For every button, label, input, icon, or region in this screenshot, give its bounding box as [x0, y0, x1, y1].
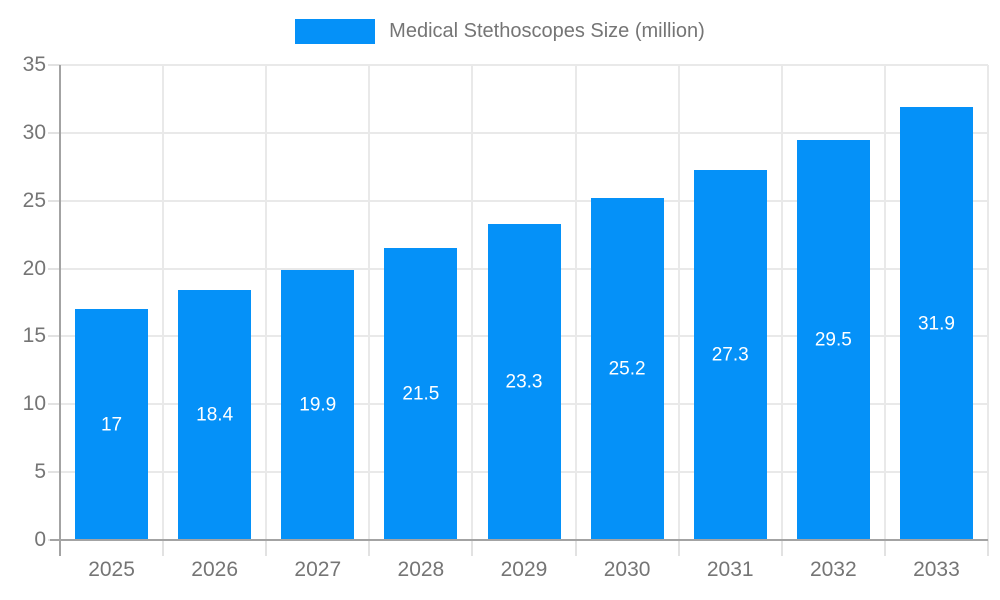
x-tick-label: 2029 [500, 558, 548, 581]
bar[interactable]: 17 [75, 309, 149, 540]
y-tick-label: 5 [34, 460, 46, 484]
x-tick-label: 2026 [191, 558, 239, 581]
x-tick-label: 2028 [397, 558, 445, 581]
gridline-vertical [883, 65, 886, 540]
bar-value-label: 18.4 [196, 404, 234, 426]
y-tick-label: 20 [22, 256, 46, 280]
bar-value-label: 27.3 [711, 344, 749, 366]
gridline-vertical [677, 65, 680, 540]
x-axis-tick [987, 540, 989, 556]
bar[interactable]: 23.3 [487, 223, 561, 540]
x-axis-tick [780, 540, 783, 556]
bar[interactable]: 18.4 [178, 290, 252, 540]
bar-value-label: 25.2 [608, 358, 646, 380]
bar[interactable]: 25.2 [590, 198, 664, 540]
bar-value-label: 21.5 [402, 383, 440, 405]
bar[interactable]: 21.5 [384, 248, 458, 540]
x-axis-tick [883, 540, 886, 556]
y-axis-line [59, 65, 61, 556]
bar-value-label: 23.3 [505, 371, 543, 393]
y-tick-label: 25 [22, 188, 46, 212]
legend-label: Medical Stethoscopes Size (million) [389, 19, 705, 42]
gridline-horizontal [60, 64, 988, 66]
bar-value-label: 31.9 [917, 313, 955, 335]
bar[interactable]: 19.9 [281, 269, 355, 540]
x-axis-tick [574, 540, 577, 556]
gridline-vertical [574, 65, 577, 540]
plot-area: 17 18.4 19.9 21.5 23.3 25.2 27.3 29.5 31.9 [48, 64, 989, 556]
y-tick-label: 15 [22, 324, 46, 348]
x-axis-tick [368, 540, 371, 556]
gridline-vertical [265, 65, 268, 540]
bar[interactable]: 29.5 [796, 139, 870, 540]
x-axis-tick [265, 540, 268, 556]
x-axis-tick [677, 540, 680, 556]
bar[interactable]: 27.3 [693, 169, 767, 540]
bar[interactable]: 31.9 [899, 107, 973, 540]
gridline-horizontal [60, 131, 988, 134]
legend-swatch [295, 18, 376, 44]
x-tick-label: 2025 [88, 558, 135, 581]
gridline-vertical [987, 65, 989, 540]
bar-value-label: 17 [100, 414, 123, 436]
x-axis-labels: 2025 2026 2027 2028 2029 2030 2031 2032 2033 [60, 558, 988, 588]
x-tick-label: 2031 [706, 558, 754, 581]
bar-value-label: 19.9 [299, 394, 337, 416]
legend[interactable]: Medical Stethoscopes Size (million) [0, 16, 1000, 46]
x-axis-line [50, 539, 988, 541]
y-tick-label: 30 [22, 120, 46, 144]
x-tick-label: 2027 [294, 558, 342, 581]
bar-value-label: 29.5 [814, 329, 852, 351]
gridline-vertical [162, 65, 165, 540]
y-tick-label: 10 [22, 392, 46, 416]
x-tick-label: 2033 [913, 558, 960, 581]
x-tick-label: 2030 [603, 558, 651, 581]
y-tick-label: 35 [22, 53, 46, 76]
y-axis-labels: 0 5 10 15 20 25 30 35 [0, 53, 46, 551]
gridline-vertical [471, 65, 474, 540]
x-axis-tick [162, 540, 165, 556]
gridline-vertical [780, 65, 783, 540]
y-tick-label: 0 [34, 528, 46, 551]
x-axis-tick [471, 540, 474, 556]
x-tick-label: 2032 [809, 558, 857, 581]
gridline-vertical [368, 65, 371, 540]
